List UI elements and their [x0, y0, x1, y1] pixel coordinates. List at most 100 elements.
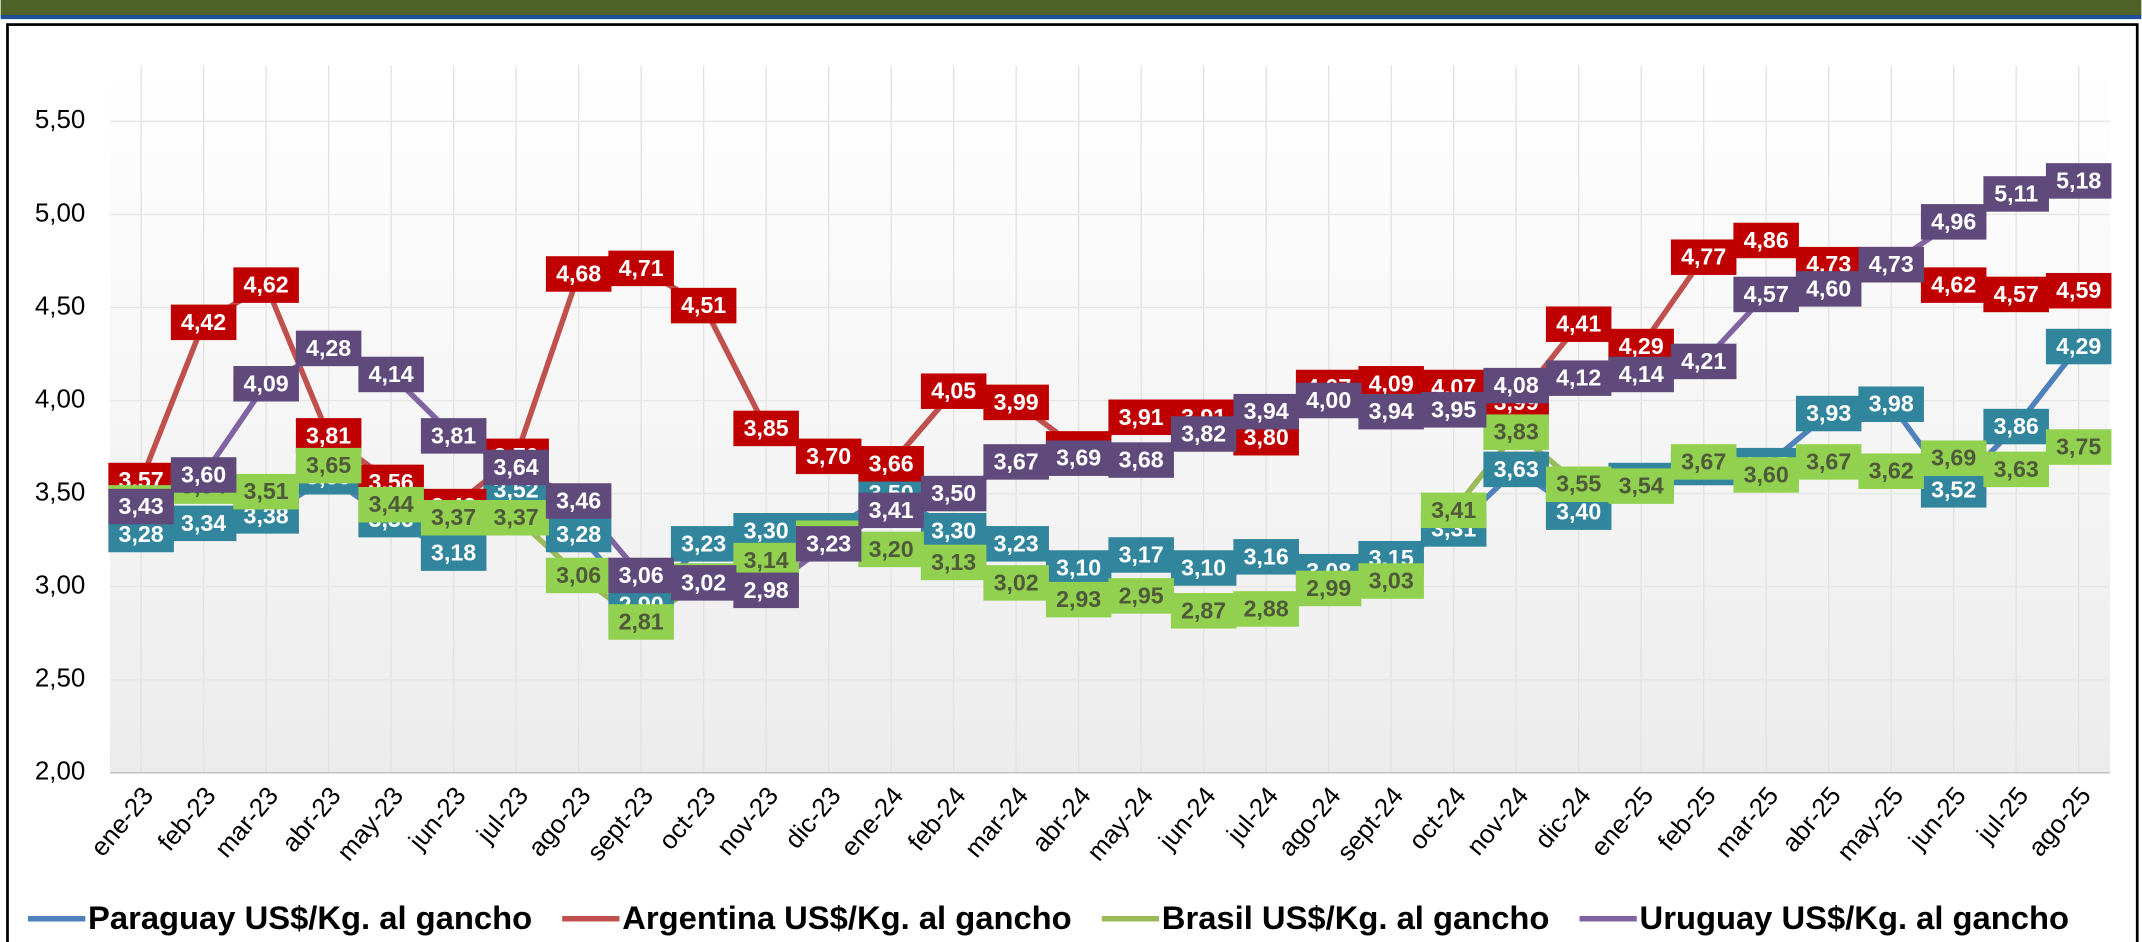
data-label: 3,99 — [994, 389, 1039, 415]
data-label: 3,63 — [1494, 456, 1539, 482]
data-label-box — [733, 410, 799, 447]
data-label: 3,54 — [1619, 473, 1664, 499]
data-label-box — [795, 526, 862, 562]
data-label: 3,67 — [994, 448, 1039, 474]
data-label: 3,81 — [431, 422, 476, 448]
data-label-box — [670, 526, 737, 562]
data-label-box — [545, 483, 612, 519]
data-label: 4,96 — [1931, 208, 1976, 234]
data-label: 3,41 — [1431, 497, 1476, 523]
legend-label: Argentina US$/Kg. al gancho — [622, 899, 1071, 936]
data-label: 3,51 — [244, 478, 289, 504]
data-label-box — [920, 513, 987, 549]
y-tick-label: 2,00 — [35, 758, 85, 786]
data-label: 4,86 — [1744, 227, 1789, 253]
data-label: 3,55 — [1556, 471, 1601, 497]
data-label: 4,05 — [931, 378, 976, 404]
y-tick-label: 3,00 — [35, 571, 85, 599]
data-label-box — [1920, 204, 1987, 240]
data-label-box — [983, 384, 1049, 421]
data-label-box — [420, 418, 487, 454]
data-label: 3,81 — [306, 422, 351, 448]
data-label: 4,14 — [369, 361, 414, 387]
data-label: 3,52 — [1931, 476, 1976, 502]
y-tick-label: 5,50 — [35, 106, 85, 134]
legend-label: Paraguay US$/Kg. al gancho — [88, 899, 532, 936]
data-label: 2,88 — [1244, 595, 1289, 621]
data-label-box — [1733, 276, 1799, 313]
data-label: 3,68 — [1119, 447, 1164, 473]
data-label: 4,21 — [1681, 348, 1726, 374]
data-label-box — [1795, 444, 1862, 480]
data-label-box — [1170, 593, 1237, 629]
data-label-box — [295, 418, 362, 454]
data-label: 4,12 — [1556, 365, 1601, 391]
data-label: 3,85 — [744, 415, 789, 441]
data-label-box — [920, 373, 987, 409]
y-tick-label: 4,00 — [35, 385, 85, 413]
data-label: 5,18 — [2056, 167, 2101, 193]
data-label: 3,94 — [1244, 398, 1289, 424]
data-label: 2,87 — [1181, 597, 1226, 623]
data-label-box — [545, 256, 612, 292]
data-label-box — [1108, 578, 1174, 614]
data-label: 3,44 — [369, 491, 414, 517]
data-label-box — [170, 457, 237, 493]
data-label: 4,14 — [1619, 361, 1664, 387]
data-label-box — [858, 446, 924, 482]
data-label: 3,94 — [1369, 398, 1414, 424]
data-label: 3,02 — [681, 569, 726, 595]
data-label: 2,99 — [1306, 575, 1351, 601]
data-label: 3,17 — [1119, 541, 1164, 567]
data-label: 4,09 — [244, 370, 289, 396]
data-label-box — [1420, 492, 1487, 529]
data-label-box — [1545, 466, 1612, 503]
data-label: 4,08 — [1494, 372, 1539, 398]
data-label: 4,68 — [556, 260, 601, 286]
data-label-box — [108, 488, 174, 525]
data-label: 3,14 — [744, 547, 789, 573]
data-label: 3,83 — [1494, 419, 1539, 445]
data-label-box — [983, 444, 1049, 480]
data-label: 4,41 — [1556, 311, 1601, 337]
data-label-box — [170, 505, 237, 542]
data-label-box — [670, 565, 737, 601]
legend-label: Brasil US$/Kg. al gancho — [1162, 899, 1550, 936]
legend-label: Uruguay US$/Kg. al gancho — [1640, 899, 2069, 936]
data-label: 3,34 — [181, 510, 226, 536]
data-label-box — [1670, 343, 1737, 380]
data-label: 3,93 — [1806, 400, 1851, 426]
data-label: 3,60 — [1744, 461, 1789, 487]
data-label-box — [1295, 570, 1362, 607]
data-label: 3,18 — [431, 540, 476, 566]
data-label: 4,51 — [681, 292, 726, 318]
data-label: 3,82 — [1181, 421, 1226, 447]
data-label-box — [920, 475, 987, 512]
data-label-box — [1858, 453, 1924, 489]
data-label-box — [1420, 392, 1487, 428]
data-label-box — [1170, 550, 1237, 586]
data-label: 3,28 — [119, 521, 164, 547]
data-label: 3,63 — [1994, 456, 2039, 482]
data-label-box — [1483, 451, 1549, 488]
data-label-box — [1170, 416, 1237, 452]
data-label-box — [1795, 395, 1862, 432]
data-label: 4,00 — [1306, 387, 1351, 413]
data-label-box — [1920, 472, 1987, 508]
data-label: 3,28 — [556, 521, 601, 547]
data-label: 3,37 — [494, 504, 539, 530]
data-label-box — [545, 557, 612, 594]
data-label-box — [420, 535, 487, 571]
data-label-box — [1358, 563, 1424, 599]
data-label-box — [608, 250, 674, 287]
data-label: 3,75 — [2056, 434, 2101, 460]
data-label-box — [1108, 399, 1174, 436]
data-label: 3,70 — [806, 443, 851, 469]
data-label-box — [1983, 451, 2049, 488]
data-label-box — [1108, 442, 1174, 478]
data-label: 4,28 — [306, 335, 351, 361]
header-rule — [0, 15, 2142, 20]
data-label-box — [1858, 246, 1924, 283]
data-label: 3,23 — [681, 530, 726, 556]
data-label: 2,95 — [1119, 582, 1164, 608]
